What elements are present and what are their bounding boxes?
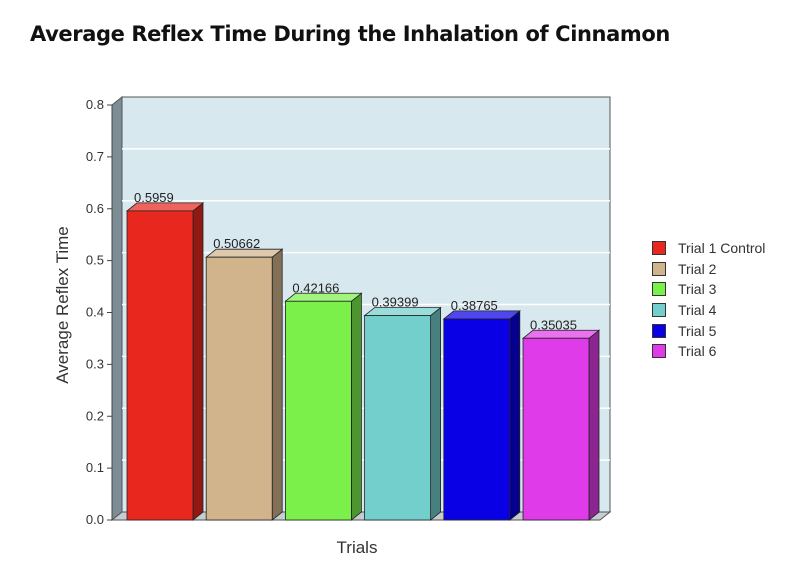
legend-item: Trial 4 bbox=[652, 300, 765, 321]
legend-label: Trial 4 bbox=[678, 302, 717, 319]
bar-side bbox=[588, 329, 600, 521]
bar-side bbox=[271, 248, 283, 521]
y-tick-label: 0.6 bbox=[86, 201, 104, 216]
legend-label: Trial 5 bbox=[678, 322, 717, 339]
legend-swatch bbox=[652, 344, 666, 359]
legend-item: Trial 2 bbox=[652, 259, 765, 280]
bar-side bbox=[430, 306, 442, 521]
chart-title: Average Reflex Time During the Inhalatio… bbox=[30, 22, 670, 46]
data-label: 0.5959 bbox=[134, 190, 174, 205]
bar bbox=[364, 315, 432, 521]
data-label: 0.50662 bbox=[213, 236, 260, 251]
legend-swatch bbox=[652, 303, 666, 318]
legend-item: Trial 1 Control bbox=[652, 238, 765, 259]
legend-swatch bbox=[652, 261, 666, 276]
y-tick-label: 0.4 bbox=[86, 305, 104, 320]
legend-item: Trial 3 bbox=[652, 279, 765, 300]
legend-label: Trial 6 bbox=[678, 343, 717, 360]
bar bbox=[126, 210, 194, 521]
bar bbox=[205, 256, 273, 521]
legend-item: Trial 6 bbox=[652, 341, 765, 362]
bar bbox=[522, 337, 590, 521]
y-tick-label: 0.2 bbox=[86, 408, 104, 423]
y-axis-label: Average Reflex Time bbox=[53, 226, 72, 384]
legend-item: Trial 5 bbox=[652, 320, 765, 341]
data-label: 0.42166 bbox=[292, 280, 339, 295]
bar bbox=[284, 300, 352, 521]
legend-swatch bbox=[652, 282, 666, 297]
x-axis-label: Trials bbox=[336, 538, 378, 557]
bar-side bbox=[509, 310, 521, 521]
legend: Trial 1 Control Trial 2 Trial 3 Trial 4 Tria… bbox=[652, 238, 765, 362]
y-tick-label: 0.7 bbox=[86, 149, 104, 164]
y-tick-label: 0.0 bbox=[86, 512, 104, 527]
data-label: 0.38765 bbox=[451, 298, 498, 313]
legend-swatch bbox=[652, 241, 666, 256]
legend-label: Trial 1 Control bbox=[678, 240, 766, 257]
y-tick-label: 0.8 bbox=[86, 97, 104, 112]
data-label: 0.35035 bbox=[530, 317, 577, 332]
bar-side bbox=[350, 292, 362, 521]
plot-side-wall bbox=[111, 95, 123, 522]
y-tick-label: 0.1 bbox=[86, 460, 104, 475]
data-label: 0.39399 bbox=[372, 295, 419, 310]
legend-swatch bbox=[652, 323, 666, 338]
legend-label: Trial 3 bbox=[678, 281, 717, 298]
y-tick-label: 0.5 bbox=[86, 253, 104, 268]
y-tick-label: 0.3 bbox=[86, 356, 104, 371]
bar bbox=[443, 318, 511, 521]
legend-label: Trial 2 bbox=[678, 260, 717, 277]
bar-side bbox=[192, 202, 204, 521]
